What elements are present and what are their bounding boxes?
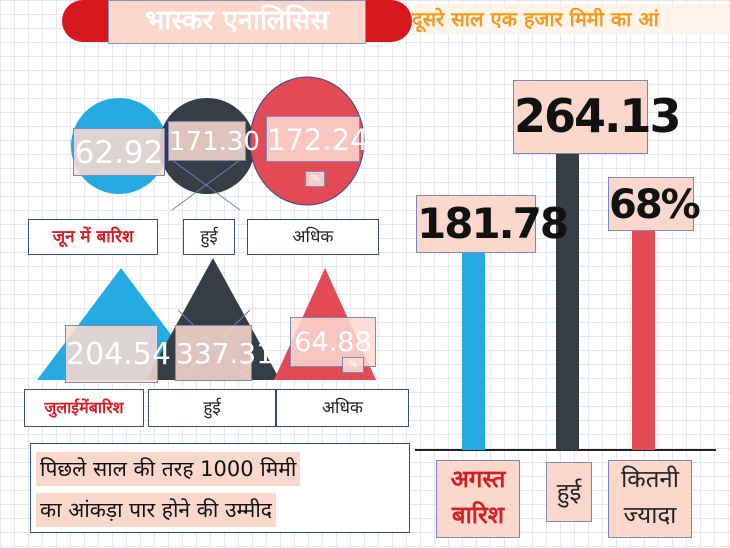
bar-category-label-line: कितनी [621, 465, 679, 493]
bar-value-label: 68% [608, 177, 701, 231]
june-label-2: हुई [183, 219, 235, 255]
bar-category-label-line: ज्यादा [623, 501, 677, 529]
june-value-3: 172.24 [266, 116, 368, 162]
june-label-3: अधिक [247, 219, 379, 255]
header-title: भास्कर एनालिसिस [145, 5, 329, 36]
bar-1 [462, 245, 485, 450]
june-value-1: 62.92 [73, 128, 165, 176]
bar-category-label-line: हुई [556, 478, 582, 506]
july-value-1: 204.54 [65, 325, 171, 383]
july-value-3: 64.88 [290, 317, 376, 367]
bar-category-label-line: अगस्त [450, 465, 506, 493]
bar-category-label: अगस्त बारिश [436, 460, 520, 538]
july-percent-sign: % [342, 357, 364, 373]
bar-3 [632, 225, 655, 450]
july-value-2: 337.31 [175, 325, 274, 381]
bar-chart-bars [462, 135, 655, 450]
june-label-1: जून में बारिश [28, 219, 158, 255]
note-line-2: का आंकड़ा पार होने की उम्मीद [36, 493, 276, 527]
june-value-2: 171.30 [168, 121, 260, 161]
july-label-2: हुई [148, 389, 276, 427]
bar-value-label: 181.78 [416, 195, 569, 253]
bar-category-label: कितनी ज्यादा [608, 460, 692, 538]
june-percent-sign: % [305, 171, 325, 187]
bar-2 [556, 135, 579, 450]
june-cross-b [171, 159, 241, 211]
bar-category-label-line: बारिश [451, 501, 505, 529]
bar-value-label: 264.13 [513, 80, 682, 154]
header-title-box [108, 0, 366, 44]
note-line-1: पिछले साल की तरह 1000 मिमी [36, 452, 301, 486]
header-subtitle: दूसरे साल एक हजार मिमी का आं [412, 4, 730, 34]
bar-category-label: हुई [546, 462, 592, 522]
july-label-1: जुलाईमेंबारिश [24, 389, 144, 427]
july-label-3: अधिक [276, 389, 409, 427]
